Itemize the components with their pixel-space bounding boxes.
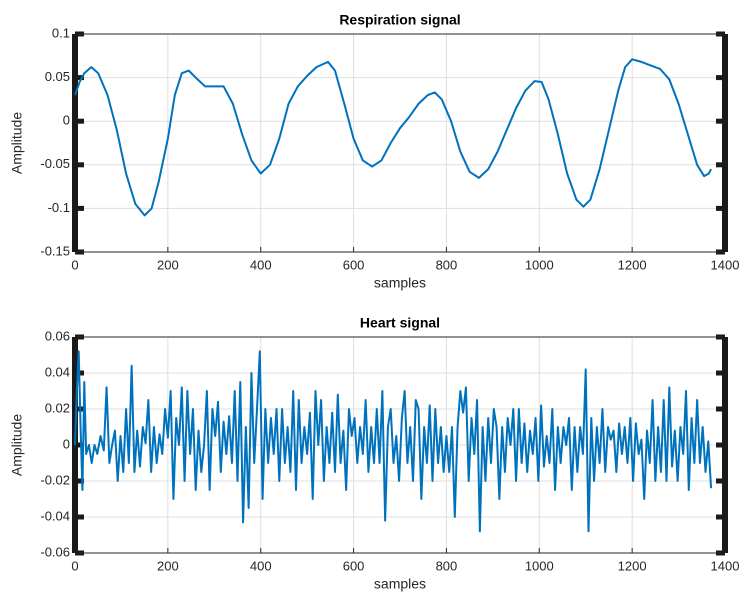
y-tick-label: 0.04 — [45, 364, 70, 379]
y-tick-label: 0.05 — [45, 69, 70, 84]
y-tick-label: -0.15 — [40, 243, 70, 258]
x-axis-label: samples — [374, 576, 426, 592]
x-tick-label: 200 — [157, 558, 179, 573]
y-tick-label: -0.1 — [48, 200, 70, 215]
x-tick-label: 600 — [343, 257, 365, 272]
x-tick-label: 400 — [250, 558, 272, 573]
y-tick-label: 0.02 — [45, 400, 70, 415]
y-tick-label: -0.02 — [40, 472, 70, 487]
x-tick-label: 0 — [71, 558, 78, 573]
signal-line — [74, 350, 713, 533]
y-tick-label: 0.06 — [45, 328, 70, 343]
x-tick-label: 1000 — [525, 257, 554, 272]
y-tick-label: 0 — [63, 113, 70, 128]
chart-title: Heart signal — [360, 315, 440, 331]
x-axis-label: samples — [374, 275, 426, 291]
x-tick-label: 800 — [436, 257, 458, 272]
x-tick-label: 800 — [436, 558, 458, 573]
x-tick-label: 1400 — [711, 257, 740, 272]
x-tick-label: 1400 — [711, 558, 740, 573]
y-axis-label: Amplitude — [9, 112, 25, 174]
plot-area — [75, 34, 725, 252]
y-tick-label: -0.05 — [40, 156, 70, 171]
x-tick-label: 1200 — [618, 558, 647, 573]
y-tick-label: 0 — [63, 436, 70, 451]
y-tick-label: -0.06 — [40, 544, 70, 559]
x-tick-label: 200 — [157, 257, 179, 272]
y-tick-label: -0.04 — [40, 508, 70, 523]
chart-title: Respiration signal — [339, 12, 460, 28]
x-tick-label: 1000 — [525, 558, 554, 573]
x-tick-label: 400 — [250, 257, 272, 272]
y-tick-label: 0.1 — [52, 25, 70, 40]
y-axis-label: Amplitude — [9, 414, 25, 476]
signal-line — [74, 58, 712, 217]
x-tick-label: 0 — [71, 257, 78, 272]
x-tick-label: 600 — [343, 558, 365, 573]
x-tick-label: 1200 — [618, 257, 647, 272]
